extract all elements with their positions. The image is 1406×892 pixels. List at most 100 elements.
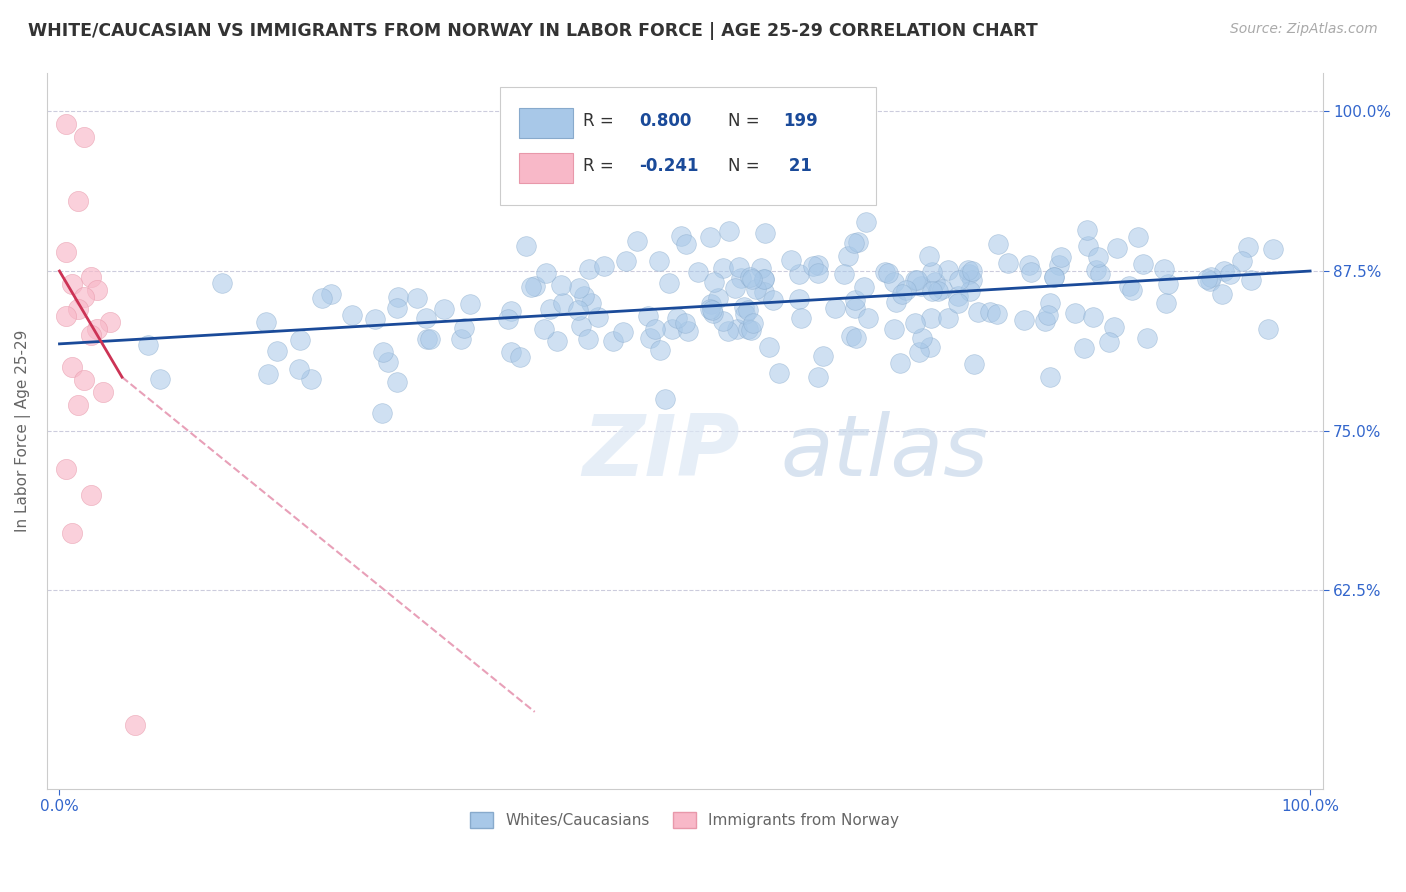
- Point: [884, 294, 907, 309]
- Point: [738, 270, 761, 285]
- Point: [415, 310, 437, 325]
- Point: [266, 344, 288, 359]
- Point: [707, 291, 730, 305]
- Point: [1199, 269, 1222, 284]
- Text: N =: N =: [728, 157, 765, 175]
- Point: [534, 266, 557, 280]
- Point: [55, 309, 77, 323]
- Point: [288, 333, 311, 347]
- Text: R =: R =: [582, 112, 619, 130]
- Point: [60, 526, 83, 541]
- Point: [702, 303, 724, 318]
- Point: [730, 270, 752, 285]
- Point: [718, 224, 741, 238]
- Point: [1197, 272, 1219, 286]
- Point: [612, 325, 634, 339]
- Point: [371, 345, 394, 359]
- Point: [586, 310, 609, 325]
- Point: [73, 373, 96, 387]
- Point: [948, 296, 970, 310]
- Point: [569, 318, 592, 333]
- Point: [450, 331, 472, 345]
- Point: [1257, 322, 1279, 336]
- Point: [686, 265, 709, 279]
- Point: [959, 284, 981, 298]
- Point: [1043, 269, 1066, 284]
- Point: [419, 332, 441, 346]
- Point: [1077, 238, 1099, 252]
- Point: [749, 261, 772, 276]
- Point: [1076, 223, 1098, 237]
- Point: [67, 194, 90, 208]
- Point: [73, 289, 96, 303]
- Point: [737, 303, 759, 318]
- Point: [1219, 267, 1241, 281]
- Point: [579, 295, 602, 310]
- Point: [1153, 262, 1175, 277]
- Point: [515, 239, 537, 253]
- Point: [676, 324, 699, 338]
- Point: [889, 355, 911, 369]
- Point: [752, 285, 775, 300]
- Point: [844, 301, 866, 316]
- Point: [501, 304, 523, 318]
- Point: [520, 280, 543, 294]
- Point: [576, 332, 599, 346]
- Point: [80, 327, 103, 342]
- Point: [1118, 278, 1140, 293]
- Point: [55, 244, 77, 259]
- Point: [807, 266, 830, 280]
- Point: [979, 305, 1001, 319]
- Point: [855, 215, 877, 229]
- Point: [568, 281, 591, 295]
- Point: [960, 264, 983, 278]
- Point: [254, 315, 277, 329]
- Point: [1073, 341, 1095, 355]
- Point: [758, 340, 780, 354]
- Text: 199: 199: [783, 112, 818, 130]
- Point: [754, 272, 776, 286]
- Point: [319, 286, 342, 301]
- Point: [669, 229, 692, 244]
- Point: [844, 293, 866, 308]
- Point: [700, 297, 723, 311]
- Point: [1136, 331, 1159, 345]
- Point: [741, 316, 763, 330]
- Point: [86, 321, 108, 335]
- Point: [55, 117, 77, 131]
- Point: [883, 321, 905, 335]
- Point: [911, 331, 934, 345]
- Point: [807, 370, 830, 384]
- Point: [1237, 240, 1260, 254]
- Point: [98, 315, 121, 329]
- Point: [499, 344, 522, 359]
- Point: [80, 488, 103, 502]
- Point: [727, 260, 749, 275]
- Legend: Whites/Caucasians, Immigrants from Norway: Whites/Caucasians, Immigrants from Norwa…: [464, 806, 905, 835]
- Point: [787, 267, 810, 281]
- Point: [931, 282, 953, 296]
- Point: [675, 236, 697, 251]
- Point: [904, 272, 927, 286]
- Point: [1087, 250, 1109, 264]
- Point: [986, 307, 1008, 321]
- Point: [1240, 273, 1263, 287]
- Point: [60, 277, 83, 291]
- Point: [832, 267, 855, 281]
- Text: ZIP: ZIP: [582, 410, 741, 493]
- Point: [907, 345, 929, 359]
- Point: [67, 302, 90, 317]
- Point: [845, 331, 868, 345]
- Point: [458, 297, 481, 311]
- Point: [905, 273, 928, 287]
- Point: [703, 275, 725, 289]
- Y-axis label: In Labor Force | Age 25-29: In Labor Force | Age 25-29: [15, 329, 31, 532]
- Point: [648, 254, 671, 268]
- FancyBboxPatch shape: [519, 108, 572, 138]
- Point: [699, 230, 721, 244]
- Point: [762, 293, 785, 307]
- Point: [699, 301, 721, 316]
- Point: [702, 306, 724, 320]
- Point: [918, 340, 941, 354]
- Point: [837, 249, 859, 263]
